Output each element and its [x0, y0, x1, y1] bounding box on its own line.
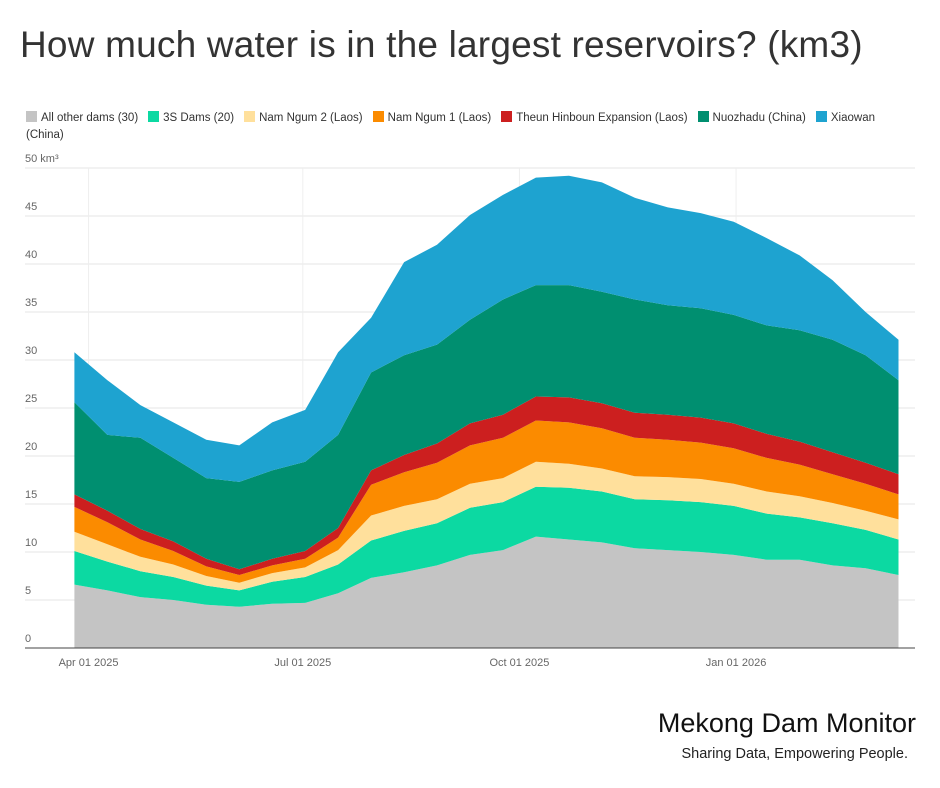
legend-item: All other dams (30)	[26, 111, 139, 124]
legend-item: Nuozhadu (China)	[697, 111, 806, 124]
y-tick-label: 25	[25, 393, 37, 405]
legend-label: Xiaowan (China)	[26, 112, 875, 141]
area	[74, 285, 899, 570]
legend-swatch	[697, 111, 709, 122]
y-tick-label: 45	[25, 201, 37, 213]
legend-label: 3S Dams (20)	[163, 112, 235, 124]
area	[74, 420, 899, 583]
y-tick-label: 15	[25, 489, 37, 501]
legend-item: Nam Ngum 2 (Laos)	[244, 111, 363, 124]
legend-item: Theun Hinboun Expansion (Laos)	[501, 111, 688, 124]
y-tick-label: 50 km³	[25, 153, 59, 165]
x-tick-label: Jul 01 2025	[274, 657, 331, 669]
legend-item: 3S Dams (20)	[148, 111, 235, 124]
legend: All other dams (30) 3S Dams (20) Nam Ngum …	[26, 110, 916, 144]
legend-label: Nuozhadu (China)	[712, 112, 806, 124]
legend-label: Nam Ngum 1 (Laos)	[387, 112, 492, 124]
legend-label: Theun Hinboun Expansion (Laos)	[516, 112, 688, 124]
y-tick-label: 40	[25, 249, 37, 261]
area	[74, 486, 899, 607]
y-tick-label: 30	[25, 345, 37, 357]
legend-swatch	[244, 111, 256, 122]
brand-name: Mekong Dam Monitor	[657, 708, 916, 738]
y-tick-label: 20	[25, 441, 37, 453]
y-tick-label: 5	[25, 585, 31, 597]
legend-label: All other dams (30)	[41, 112, 139, 124]
brand-tagline: Sharing Data, Empowering People.	[681, 746, 909, 762]
x-tick-label: Jan 01 2026	[706, 657, 767, 669]
legend-swatch	[815, 111, 827, 122]
area	[74, 396, 899, 575]
legend-swatch	[501, 111, 513, 122]
legend-label: Nam Ngum 2 (Laos)	[259, 112, 363, 124]
y-tick-label: 0	[25, 633, 31, 645]
legend-item: Xiaowan (China)	[26, 111, 875, 141]
legend-item: Nam Ngum 1 (Laos)	[372, 111, 492, 124]
x-tick-label: Apr 01 2025	[59, 657, 119, 669]
chart-title: How much water is in the largest reservo…	[20, 24, 863, 65]
area	[74, 536, 899, 648]
area	[74, 175, 899, 482]
area	[74, 461, 899, 591]
y-tick-label: 10	[25, 537, 37, 549]
legend-swatch	[372, 111, 384, 122]
legend-swatch	[26, 111, 37, 122]
legend-swatch	[148, 111, 160, 122]
x-tick-label: Oct 01 2025	[489, 657, 549, 669]
y-tick-label: 35	[25, 297, 37, 309]
